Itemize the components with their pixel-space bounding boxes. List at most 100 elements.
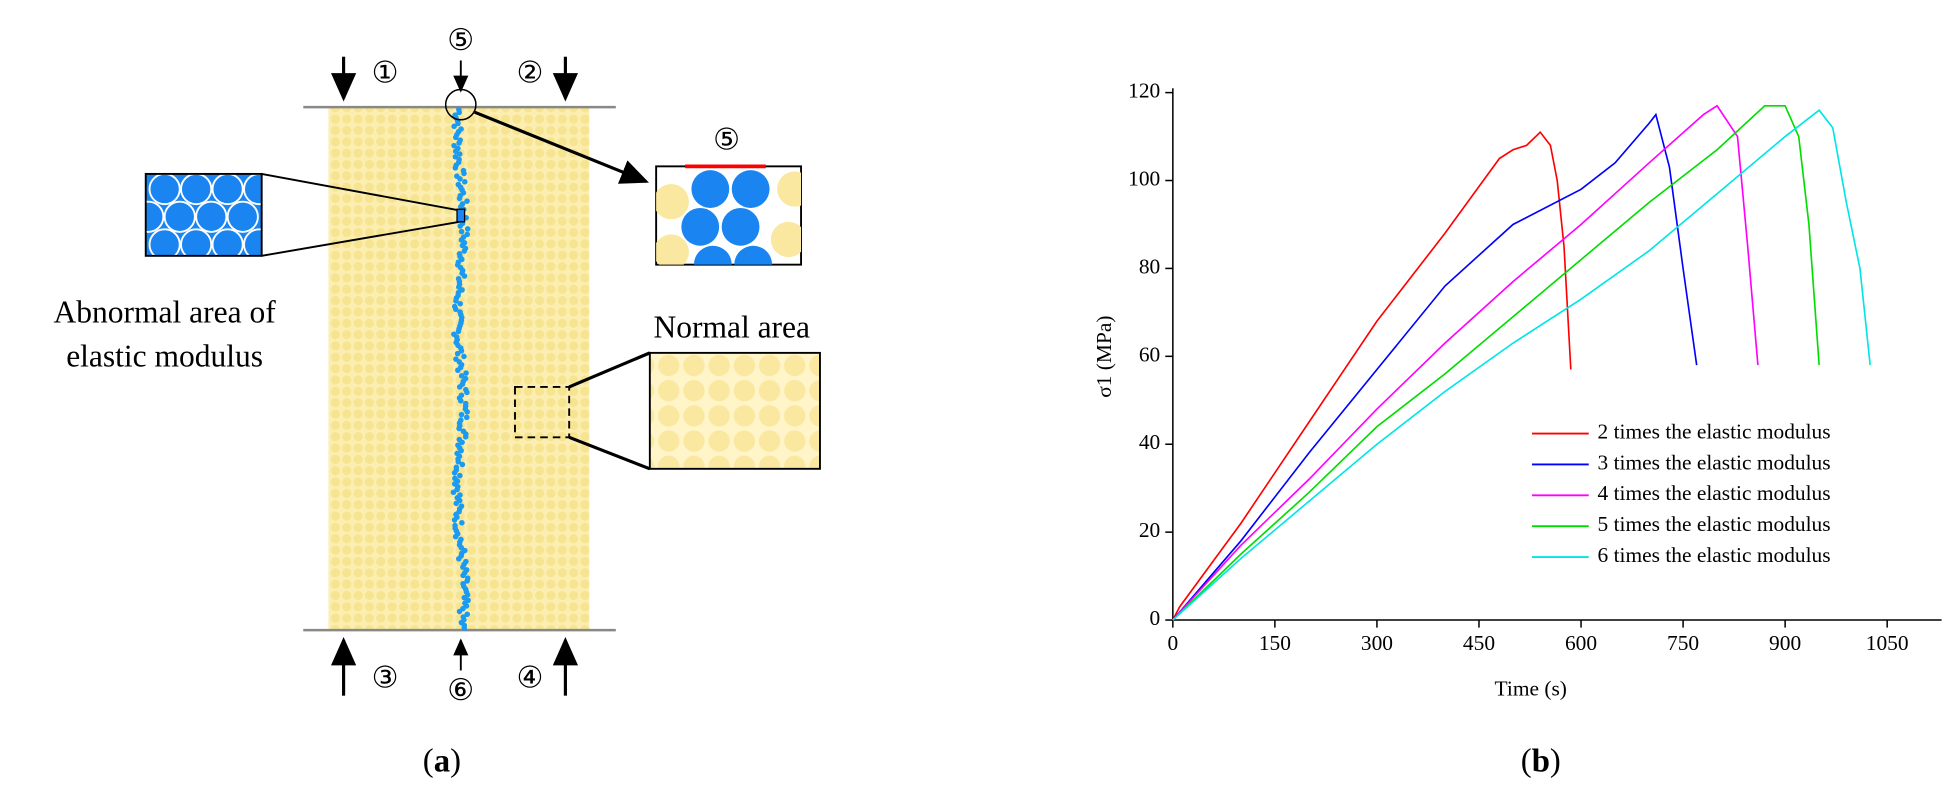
particle bbox=[458, 411, 465, 418]
particle bbox=[454, 350, 461, 357]
particle bbox=[457, 176, 463, 182]
particle bbox=[457, 397, 464, 404]
panel-label: (b) bbox=[1521, 743, 1561, 779]
series-line bbox=[1172, 104, 1820, 621]
particle bbox=[456, 425, 462, 432]
series-line bbox=[1172, 112, 1698, 621]
particle bbox=[460, 572, 466, 579]
annotation: Abnormal area of bbox=[54, 294, 277, 329]
y-tick-label: 100 bbox=[1128, 166, 1160, 190]
particle bbox=[461, 625, 468, 631]
abnormal-inset bbox=[144, 172, 466, 257]
panel-label: (a) bbox=[423, 743, 461, 779]
particle bbox=[462, 434, 469, 440]
particle bbox=[461, 248, 468, 254]
particle bbox=[456, 109, 462, 116]
particle bbox=[464, 198, 470, 204]
particle bbox=[452, 533, 459, 540]
label: ④ bbox=[517, 660, 544, 694]
y-tick-label: 120 bbox=[1128, 79, 1160, 103]
particle bbox=[459, 439, 465, 446]
particle bbox=[451, 142, 457, 149]
particle bbox=[462, 178, 468, 185]
particle bbox=[463, 414, 470, 421]
particle bbox=[457, 300, 463, 307]
particle bbox=[461, 273, 468, 279]
particle bbox=[456, 151, 463, 157]
series-line bbox=[1172, 109, 1871, 621]
particle bbox=[457, 472, 463, 479]
particle bbox=[452, 134, 459, 141]
x-tick-label: 450 bbox=[1463, 631, 1495, 655]
panel-letter: b bbox=[1532, 743, 1550, 779]
particle bbox=[458, 228, 465, 235]
panel-letter: a bbox=[434, 743, 450, 779]
particle bbox=[456, 195, 463, 202]
particle bbox=[464, 389, 470, 396]
particle bbox=[453, 298, 459, 304]
particle bbox=[451, 517, 458, 523]
particle bbox=[458, 447, 464, 454]
label: ③ bbox=[372, 660, 399, 694]
particle bbox=[452, 165, 459, 171]
normal-inset bbox=[514, 351, 821, 471]
series-line bbox=[1172, 104, 1759, 621]
series-line bbox=[1172, 130, 1572, 621]
label: ① bbox=[372, 56, 399, 90]
x-tick-label: 600 bbox=[1565, 631, 1597, 655]
particle bbox=[455, 328, 462, 335]
particle bbox=[457, 223, 464, 229]
arrows bbox=[330, 56, 649, 696]
y-axis-label: σ1 (MPa) bbox=[1092, 316, 1116, 398]
particle bbox=[458, 373, 465, 379]
legend-label: 2 times the elastic modulus bbox=[1598, 419, 1831, 443]
particle bbox=[461, 594, 468, 601]
x-tick-label: 750 bbox=[1667, 631, 1699, 655]
particle bbox=[453, 500, 459, 507]
x-tick-label: 900 bbox=[1769, 631, 1801, 655]
contact-inset bbox=[655, 164, 803, 266]
y-tick-label: 0 bbox=[1150, 606, 1161, 630]
y-tick-label: 60 bbox=[1139, 342, 1160, 366]
legend-label: 4 times the elastic modulus bbox=[1598, 481, 1831, 505]
annotation: Normal area bbox=[653, 309, 810, 344]
particle bbox=[455, 367, 461, 374]
x-tick-label: 1050 bbox=[1866, 631, 1909, 655]
particle bbox=[453, 306, 459, 313]
chart: Time (s) σ1 (MPa) 0 20 40 60 80 100 120 0 150 300… bbox=[1092, 79, 1942, 701]
particle bbox=[464, 409, 470, 415]
y-tick-label: 40 bbox=[1139, 430, 1160, 454]
particle bbox=[456, 140, 462, 146]
particle bbox=[460, 564, 466, 570]
particle bbox=[463, 370, 469, 376]
legend-label: 5 times the elastic modulus bbox=[1598, 512, 1831, 536]
label: ⑤ bbox=[447, 23, 474, 57]
particle bbox=[458, 348, 465, 354]
x-tick-label: 0 bbox=[1167, 631, 1178, 655]
particle bbox=[455, 120, 461, 127]
y-tick-label: 80 bbox=[1139, 254, 1160, 278]
particle bbox=[464, 611, 470, 618]
particle bbox=[451, 123, 457, 130]
x-axis-label: Time (s) bbox=[1495, 677, 1567, 701]
particle bbox=[456, 608, 463, 615]
particle bbox=[451, 470, 458, 476]
legend-label: 3 times the elastic modulus bbox=[1598, 450, 1831, 474]
particle bbox=[464, 226, 471, 232]
annotation: elastic modulus bbox=[66, 338, 263, 373]
label: ⑥ bbox=[447, 673, 474, 707]
particle bbox=[455, 458, 462, 465]
particle bbox=[456, 384, 463, 390]
label: ⑤ bbox=[713, 122, 740, 156]
particle bbox=[459, 461, 466, 468]
diagram: ① ② ⑤ ③ ④ ⑥ ⑤ bbox=[54, 23, 1561, 779]
x-tick-label: 150 bbox=[1259, 631, 1291, 655]
legend-label: 6 times the elastic modulus bbox=[1598, 543, 1831, 567]
particle bbox=[461, 353, 467, 360]
particle bbox=[450, 489, 457, 496]
x-tick-label: 300 bbox=[1361, 631, 1393, 655]
particle bbox=[464, 578, 470, 584]
particle bbox=[455, 556, 462, 562]
particle bbox=[459, 519, 465, 526]
particle bbox=[461, 170, 467, 177]
